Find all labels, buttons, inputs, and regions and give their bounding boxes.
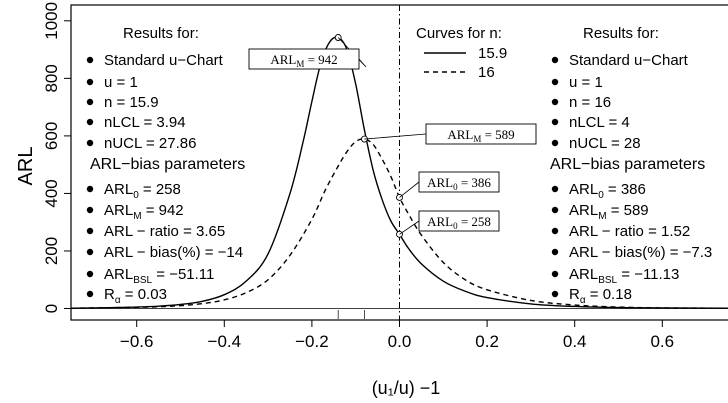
bullet-dot <box>551 118 559 126</box>
bullet-dot <box>86 139 94 147</box>
x-tick-label-2: −0.4 <box>208 332 242 351</box>
y-tick-label-2: 200 <box>42 237 61 265</box>
bullet-dot <box>86 56 94 64</box>
y-tick-label-3: 400 <box>42 179 61 207</box>
legend-label-2: 16 <box>478 64 495 81</box>
annotation-label: ARL0 = 386 <box>427 175 491 192</box>
bias-param-1: ARL0 = 386 <box>569 181 646 201</box>
y-tick-label-1: 0 <box>42 304 61 313</box>
bullet-dot <box>86 78 94 86</box>
chart-name: Standard u−Chart <box>104 52 224 69</box>
bullet-dot <box>551 270 559 278</box>
results-panel-2: Results for: ARL−bias parameters Standard … <box>550 25 712 306</box>
bias-param-4: ARL − bias(%) = −7.3 <box>569 244 712 261</box>
bias-param-6: Rα = 0.03 <box>104 286 167 306</box>
bullet-dot <box>86 185 94 193</box>
annotation-label: ARL0 = 258 <box>427 214 491 231</box>
bullet-dot <box>551 206 559 214</box>
annotation-label: ARLM = 589 <box>447 127 514 144</box>
x-tick-label-4: 0.0 <box>388 332 412 351</box>
y-axis-label: ARL <box>15 147 37 186</box>
annotation-box <box>418 210 500 232</box>
bullet-dot <box>86 227 94 235</box>
param-nucl: nUCL = 28 <box>569 135 641 152</box>
param-n: n = 16 <box>569 94 611 111</box>
x-tick-label-3: −0.2 <box>295 332 329 351</box>
y-tick-label-6: 1000 <box>42 2 61 40</box>
param-nlcl: nLCL = 3.94 <box>104 114 186 131</box>
results-title: Results for: <box>583 25 659 42</box>
legend-label-1: 15.9 <box>478 45 507 62</box>
legend-title: Curves for n: <box>416 25 502 42</box>
annotation-box <box>425 123 537 145</box>
bullet-dot <box>86 248 94 256</box>
annotation-leader <box>399 220 420 235</box>
bullet-dot <box>551 227 559 235</box>
x-axis-label: (u₁/u) −1 <box>372 378 441 398</box>
bias-param-2: ARLM = 589 <box>569 202 649 222</box>
bias-param-2: ARLM = 942 <box>104 202 184 222</box>
bullet-dot <box>551 98 559 106</box>
series-line-2 <box>71 138 728 309</box>
bullet-dot <box>86 206 94 214</box>
bias-param-3: ARL − ratio = 3.65 <box>104 223 225 240</box>
annotation-leader <box>337 37 367 68</box>
param-n: n = 15.9 <box>104 94 159 111</box>
bullet-dot <box>551 78 559 86</box>
bullet-dot <box>551 248 559 256</box>
y-tick-label-5: 800 <box>42 64 61 92</box>
param-nlcl: nLCL = 4 <box>569 114 630 131</box>
bullet-dot <box>86 290 94 298</box>
annotation-label: ARLM = 942 <box>270 52 337 69</box>
x-tick-label-7: 0.6 <box>650 332 674 351</box>
bias-param-5: ARLBSL = −51.11 <box>104 266 214 286</box>
bias-param-4: ARL − bias(%) = −14 <box>104 244 243 261</box>
annotation-4: ARL0 = 258 <box>399 210 500 235</box>
x-tick-label-5: 0.2 <box>475 332 499 351</box>
param-u: u = 1 <box>104 74 138 91</box>
bullet-dot <box>86 98 94 106</box>
annotation-3: ARL0 = 386 <box>399 171 500 198</box>
x-tick-label-6: 0.4 <box>563 332 587 351</box>
bullet-dot <box>551 139 559 147</box>
chart-name: Standard u−Chart <box>569 52 689 69</box>
bias-title: ARL−bias parameters <box>550 156 705 173</box>
bullet-dot <box>551 56 559 64</box>
param-nucl: nUCL = 27.86 <box>104 135 196 152</box>
bias-title: ARL−bias parameters <box>90 156 245 173</box>
annotation-leader <box>364 133 427 140</box>
annotation-box <box>418 171 500 193</box>
annotation-2: ARLM = 589 <box>364 123 537 145</box>
annotation-1: ARLM = 942 <box>248 37 367 70</box>
bullet-dot <box>86 118 94 126</box>
bullet-dot <box>551 185 559 193</box>
param-u: u = 1 <box>569 74 603 91</box>
bias-param-1: ARL0 = 258 <box>104 181 181 201</box>
x-tick-label-1: −0.6 <box>120 332 154 351</box>
y-tick-label-4: 600 <box>42 122 61 150</box>
annotation-leader <box>399 181 420 198</box>
annotation-box <box>248 48 360 70</box>
bullet-dot <box>551 290 559 298</box>
plot-frame <box>70 4 728 321</box>
bias-param-3: ARL − ratio = 1.52 <box>569 223 690 240</box>
results-title: Results for: <box>123 25 199 42</box>
bullet-dot <box>86 270 94 278</box>
results-panel-1: Results for: ARL−bias parameters Standard … <box>86 25 245 306</box>
bias-param-6: Rα = 0.18 <box>569 286 632 306</box>
bias-param-5: ARLBSL = −11.13 <box>569 266 679 286</box>
